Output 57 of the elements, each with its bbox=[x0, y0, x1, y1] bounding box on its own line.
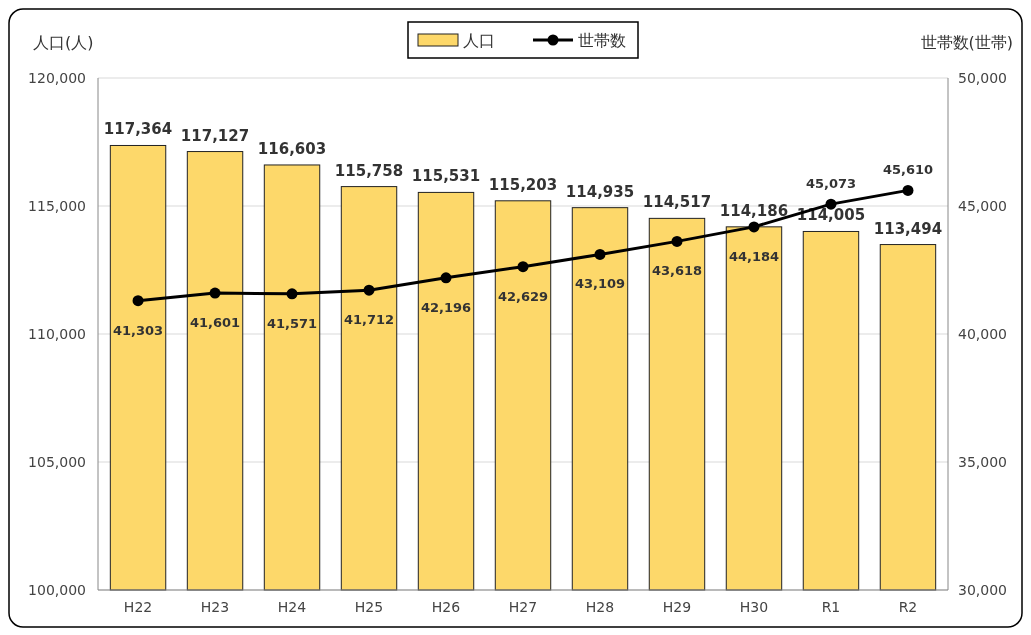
data-label: 42,196 bbox=[420, 299, 472, 315]
point bbox=[748, 221, 760, 233]
y2-tick-label: 30,000 bbox=[958, 581, 1007, 598]
data-label: 114,186 bbox=[719, 201, 789, 220]
legend-label: 世帯数 bbox=[578, 30, 626, 50]
data-label: 41,303 bbox=[112, 322, 164, 338]
y2-tick-label: 40,000 bbox=[958, 325, 1007, 342]
legend-label: 人口 bbox=[463, 30, 495, 50]
data-label: 44,184 bbox=[728, 248, 780, 264]
data-label: 117,364 bbox=[103, 120, 173, 139]
y-tick-label: 105,000 bbox=[28, 453, 86, 470]
point bbox=[132, 295, 144, 307]
x-tick-label: H27 bbox=[508, 599, 538, 615]
x-tick-label: R1 bbox=[821, 599, 841, 615]
x-tick-label: H30 bbox=[739, 599, 769, 615]
point bbox=[594, 248, 606, 260]
x-tick-label: H25 bbox=[354, 599, 384, 615]
data-label: 115,203 bbox=[488, 175, 558, 194]
y-tick-label: 100,000 bbox=[28, 581, 86, 598]
point bbox=[363, 284, 375, 296]
data-label: 113,494 bbox=[873, 219, 943, 238]
y-tick-label: 120,000 bbox=[28, 69, 86, 86]
point bbox=[440, 272, 452, 284]
x-tick-label: H28 bbox=[585, 599, 615, 615]
x-tick-label: H24 bbox=[277, 599, 307, 615]
x-tick-label: H22 bbox=[123, 599, 153, 615]
data-label: 115,758 bbox=[334, 161, 404, 180]
x-tick-label: H23 bbox=[200, 599, 230, 615]
x-tick-label: H26 bbox=[431, 599, 461, 615]
data-label: 41,571 bbox=[266, 315, 318, 331]
point bbox=[902, 184, 914, 196]
y-axis-title: 人口(人) bbox=[33, 33, 94, 52]
data-label: 43,618 bbox=[651, 263, 703, 279]
data-label: 114,517 bbox=[642, 193, 712, 212]
data-label: 41,601 bbox=[189, 315, 241, 331]
data-label: 117,127 bbox=[180, 126, 250, 145]
data-label: 42,629 bbox=[497, 288, 549, 304]
y-tick-label: 110,000 bbox=[28, 325, 86, 342]
data-label: 114,935 bbox=[565, 182, 635, 201]
y2-tick-label: 45,000 bbox=[958, 197, 1007, 214]
data-label: 41,712 bbox=[343, 312, 395, 328]
point bbox=[517, 261, 529, 273]
data-label: 116,603 bbox=[257, 139, 327, 158]
point bbox=[671, 235, 683, 247]
y2-tick-label: 50,000 bbox=[958, 69, 1007, 86]
data-label: 45,610 bbox=[882, 162, 934, 178]
point bbox=[286, 288, 298, 300]
y-tick-label: 115,000 bbox=[28, 197, 86, 214]
data-label: 114,005 bbox=[796, 206, 866, 225]
point bbox=[209, 287, 221, 299]
x-tick-label: R2 bbox=[898, 599, 918, 615]
data-label: 43,109 bbox=[574, 276, 626, 292]
y2-tick-label: 35,000 bbox=[958, 453, 1007, 470]
x-tick-label: H29 bbox=[662, 599, 692, 615]
data-label: 45,073 bbox=[805, 176, 857, 192]
y2-axis-title: 世帯数(世帯) bbox=[920, 33, 1013, 52]
data-label: 115,531 bbox=[411, 167, 481, 186]
